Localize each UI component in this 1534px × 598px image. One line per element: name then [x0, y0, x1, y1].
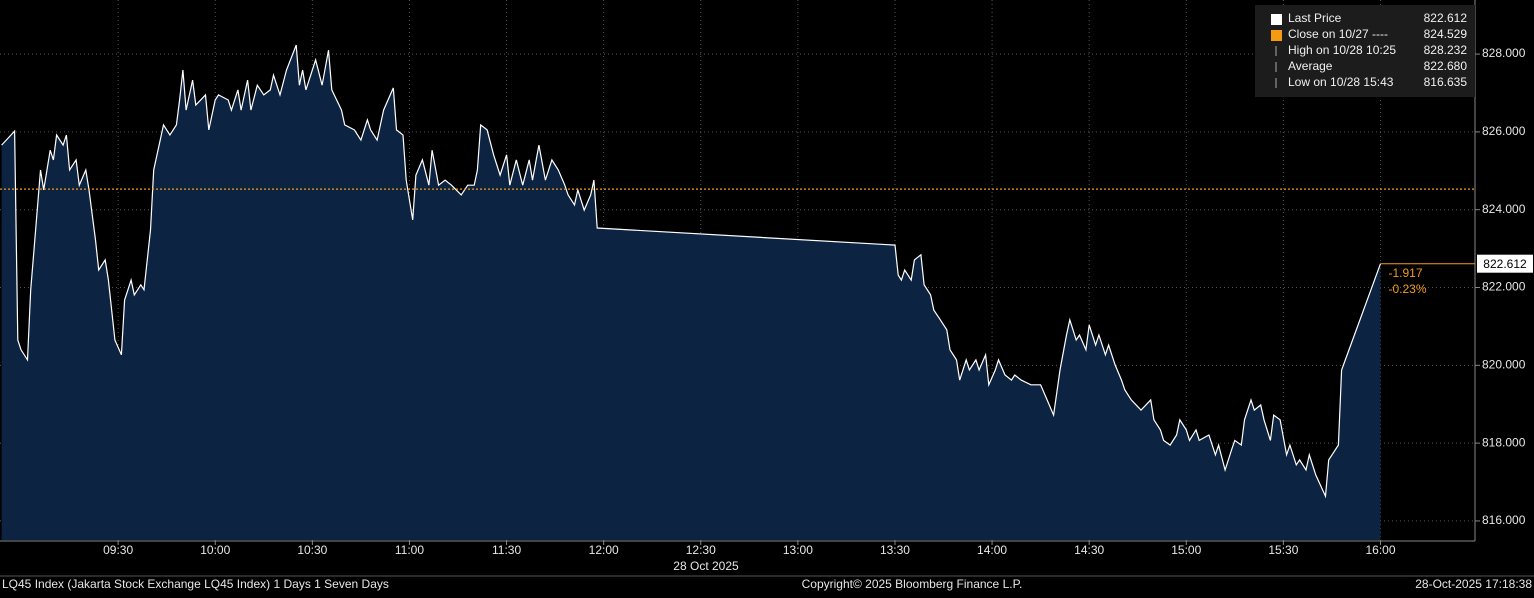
x-tick-label: 09:30	[103, 543, 133, 557]
x-tick-label: 10:30	[297, 543, 327, 557]
legend-value: 824.529	[1424, 27, 1468, 41]
y-tick-label: 826.000	[1482, 124, 1526, 138]
y-tick-label: 824.000	[1482, 202, 1526, 216]
last-price-box	[1477, 254, 1533, 273]
legend-name: Close on 10/27 ----	[1288, 27, 1388, 41]
x-tick-label: 13:30	[880, 543, 910, 557]
legend-swatch	[1271, 30, 1282, 41]
legend-name: Low on 10/28 15:43	[1288, 75, 1394, 89]
x-tick-label: 11:30	[492, 543, 521, 557]
legend-value: 822.680	[1424, 59, 1468, 73]
legend-name: Last Price	[1288, 11, 1342, 25]
y-tick-label: 820.000	[1482, 357, 1526, 371]
x-tick-label: 11:00	[395, 543, 424, 557]
legend-value: 828.232	[1424, 43, 1468, 57]
y-tick-label: 816.000	[1482, 513, 1526, 527]
x-tick-label: 12:30	[686, 543, 716, 557]
x-tick-label: 14:00	[977, 543, 1007, 557]
line	[1, 44, 1382, 499]
footer-left: LQ45 Index (Jakarta Stock Exchange LQ45 …	[2, 577, 389, 591]
legend-swatch	[1271, 14, 1282, 25]
x-tick-label: 13:00	[783, 543, 813, 557]
footer-center: Copyright© 2025 Bloomberg Finance L.P.	[802, 577, 1023, 591]
legend-value: 822.612	[1424, 11, 1468, 25]
legend-box	[1255, 5, 1475, 97]
legend: Last Price 822.612 Close on 10/27 ---- 824.…	[1255, 5, 1475, 97]
legend-name: High on 10/28 10:25	[1288, 43, 1396, 57]
footer-right: 28-Oct-2025 17:18:38	[1415, 577, 1532, 591]
x-tick-label: 10:00	[200, 543, 230, 557]
x-tick-label: 15:00	[1171, 543, 1201, 557]
x-tick-label: 12:00	[589, 543, 619, 557]
x-axis-label: 28 Oct 2025	[673, 559, 739, 573]
area	[1, 45, 1381, 540]
y-tick-label: 828.000	[1482, 46, 1526, 60]
change-percent-label: -0.23%	[1388, 282, 1426, 296]
y-tick-label: 822.000	[1482, 280, 1526, 294]
last-price-label: 822.612	[1483, 257, 1527, 271]
y-tick-label: 818.000	[1482, 435, 1526, 449]
x-tick-label: 16:00	[1365, 543, 1395, 557]
legend-value: 816.635	[1424, 75, 1468, 89]
x-tick-label: 15:30	[1268, 543, 1298, 557]
change-label: -1.917	[1388, 266, 1422, 280]
x-tick-label: 14:30	[1074, 543, 1104, 557]
legend-name: Average	[1288, 59, 1333, 73]
